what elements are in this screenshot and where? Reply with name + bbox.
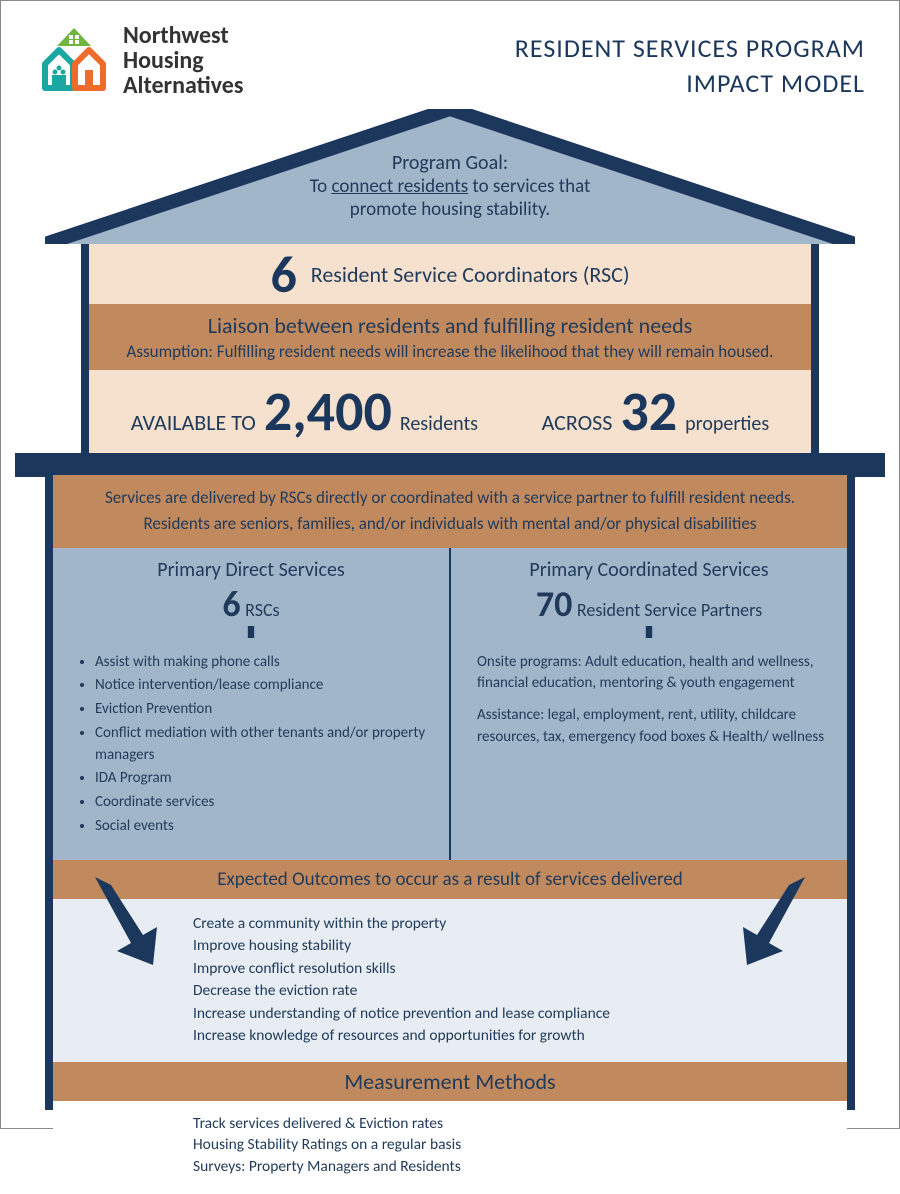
- rsc-row: 6 Resident Service Coordinators (RSC): [89, 244, 811, 304]
- direct-item: Coordinate services: [95, 792, 431, 814]
- services-body-row: Assist with making phone callsNotice int…: [53, 638, 847, 860]
- outcomes-heading: Expected Outcomes to occur as a result o…: [217, 868, 683, 891]
- roof-fill: Program Goal: To connect residents to se…: [45, 109, 855, 244]
- direct-item: Social events: [95, 816, 431, 838]
- logo-line-2: Housing: [123, 48, 243, 73]
- coord-p2: Assistance: legal, employment, rent, uti…: [477, 705, 829, 749]
- coord-body: Onsite programs: Adult education, health…: [451, 638, 847, 860]
- title-line-2: IMPACT MODEL: [515, 66, 865, 101]
- coord-p1: Onsite programs: Adult education, health…: [477, 652, 829, 696]
- coord-count: 70: [536, 582, 573, 626]
- direct-sub: RSCs: [245, 599, 279, 621]
- direct-header: Primary Direct Services 6 RSCs: [53, 548, 451, 638]
- direct-item: Assist with making phone calls: [95, 652, 431, 674]
- intro-row: Services are delivered by RSCs directly …: [53, 475, 847, 548]
- measurement-list: Track services delivered & Eviction rate…: [193, 1113, 827, 1178]
- direct-list: Assist with making phone callsNotice int…: [79, 652, 431, 838]
- liaison-main: Liaison between residents and fulfilling…: [208, 312, 693, 339]
- liaison-sub: Assumption: Fulfilling resident needs wi…: [111, 341, 789, 362]
- logo-line-1: Northwest: [123, 23, 243, 48]
- availability-row: AVAILABLE TO 2,400 Residents ACROSS 32 p…: [89, 370, 811, 454]
- outcome-item: Increase understanding of notice prevent…: [193, 1003, 827, 1025]
- logo-line-3: Alternatives: [123, 73, 243, 98]
- direct-title: Primary Direct Services: [53, 558, 449, 582]
- measurement-item: Housing Stability Ratings on a regular b…: [193, 1134, 827, 1156]
- direct-item: IDA Program: [95, 768, 431, 790]
- services-header-row: Primary Direct Services 6 RSCs Primary C…: [53, 548, 847, 638]
- upper-body: 6 Resident Service Coordinators (RSC) Li…: [81, 244, 819, 464]
- availability-properties: ACROSS 32 properties: [542, 384, 770, 440]
- measurement-body: Track services delivered & Eviction rate…: [53, 1101, 847, 1194]
- outcome-item: Increase knowledge of resources and oppo…: [193, 1025, 827, 1047]
- roof: Program Goal: To connect residents to se…: [45, 109, 855, 244]
- measurement-item: Surveys: Property Managers and Residents: [193, 1156, 827, 1178]
- logo-text: Northwest Housing Alternatives: [123, 23, 243, 99]
- direct-body: Assist with making phone callsNotice int…: [53, 638, 451, 860]
- coord-header: Primary Coordinated Services 70 Resident…: [451, 548, 847, 638]
- outcomes-body: Create a community within the propertyIm…: [53, 899, 847, 1062]
- intro-line-2: Residents are seniors, families, and/or …: [73, 511, 827, 537]
- goal-heading: Program Goal:: [392, 151, 508, 175]
- coord-title: Primary Coordinated Services: [451, 558, 847, 582]
- measurement-heading: Measurement Methods: [344, 1068, 555, 1095]
- direct-count: 6: [222, 582, 240, 626]
- header: Northwest Housing Alternatives RESIDENT …: [35, 23, 865, 113]
- measurement-heading-row: Measurement Methods: [53, 1062, 847, 1101]
- rsc-label: Resident Service Coordinators (RSC): [311, 261, 630, 288]
- measurement-item: Track services delivered & Eviction rate…: [193, 1113, 827, 1135]
- logo: Northwest Housing Alternatives: [35, 23, 243, 99]
- direct-item: Eviction Prevention: [95, 699, 431, 721]
- page-title: RESIDENT SERVICES PROGRAM IMPACT MODEL: [515, 31, 865, 101]
- lower-body: Services are delivered by RSCs directly …: [45, 475, 855, 1110]
- goal-line-2: To connect residents to services that: [310, 175, 591, 198]
- coord-sub: Resident Service Partners: [577, 599, 762, 621]
- liaison-row: Liaison between residents and fulfilling…: [89, 304, 811, 370]
- direct-item: Conflict mediation with other tenants an…: [95, 723, 431, 767]
- intro-line-1: Services are delivered by RSCs directly …: [73, 485, 827, 511]
- outcome-item: Decrease the eviction rate: [193, 980, 827, 1002]
- arrow-diagonal-icon: [727, 877, 817, 967]
- properties-count: 32: [620, 384, 677, 440]
- rsc-count: 6: [270, 248, 296, 300]
- goal-line-3: promote housing stability.: [350, 198, 550, 221]
- arrow-diagonal-icon: [83, 877, 173, 967]
- residents-count: 2,400: [264, 384, 392, 440]
- availability-residents: AVAILABLE TO 2,400 Residents: [131, 384, 478, 440]
- ledge: [15, 453, 885, 477]
- title-line-1: RESIDENT SERVICES PROGRAM: [515, 31, 865, 66]
- direct-item: Notice intervention/lease compliance: [95, 675, 431, 697]
- logo-houses-icon: [35, 26, 113, 96]
